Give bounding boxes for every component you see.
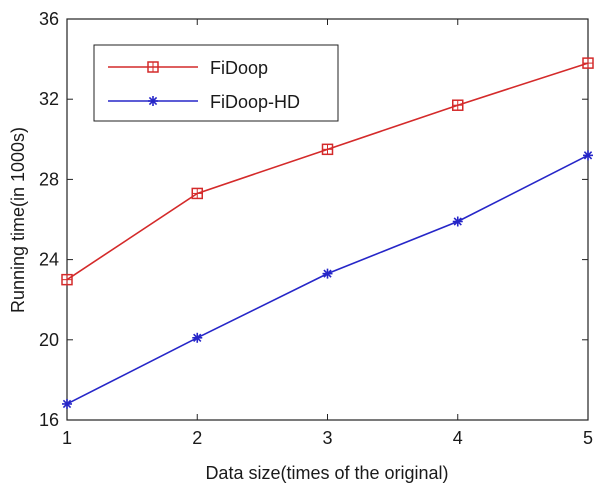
x-axis-label: Data size(times of the original)	[205, 463, 448, 483]
legend: FiDoop FiDoop-HD	[93, 44, 339, 122]
data-point-fidoop-hd	[322, 268, 333, 279]
data-point-fidoop-hd	[192, 332, 203, 343]
legend-label-fidoop: FiDoop	[210, 58, 268, 78]
data-point-fidoop-hd	[62, 398, 72, 409]
series-layer	[61, 57, 594, 409]
legend-box	[93, 44, 339, 122]
data-point-fidoop-hd	[452, 216, 463, 227]
data-point-fidoop	[321, 143, 334, 156]
y-tick-label: 16	[39, 410, 59, 430]
axis-ticks: 16 20 24 28 32 36 1 2 3 4 5	[39, 9, 593, 448]
legend-marker-fidoop	[147, 61, 159, 73]
x-tick-label: 1	[62, 428, 72, 448]
data-point-fidoop-hd-d2	[323, 269, 332, 278]
x-tick-label: 2	[192, 428, 202, 448]
data-point-fidoop-hd-d2	[62, 399, 72, 409]
data-point-fidoop	[61, 273, 73, 286]
data-point-fidoop-hd-d2	[453, 217, 462, 226]
y-tick-label: 28	[39, 169, 59, 189]
y-tick-label: 36	[39, 9, 59, 29]
data-point-fidoop	[452, 99, 464, 111]
y-axis-label: Running time(in 1000s)	[8, 127, 28, 313]
data-point-fidoop-hd	[583, 150, 593, 161]
y-tick-label: 20	[39, 330, 59, 350]
data-point-fidoop	[582, 57, 594, 69]
y-tick-label: 24	[39, 250, 59, 270]
series-line-fidoop-hd	[66, 154, 589, 405]
x-tick-label: 4	[453, 428, 463, 448]
x-tick-label: 3	[322, 428, 332, 448]
y-tick-label: 32	[39, 89, 59, 109]
data-point-fidoop	[191, 187, 203, 200]
legend-marker-fidoop-hd-d2	[148, 96, 158, 106]
legend-marker-fidoop-hd	[148, 96, 158, 106]
legend-label-fidoop-hd: FiDoop-HD	[210, 92, 300, 112]
x-tick-label: 5	[583, 428, 593, 448]
data-point-fidoop-hd-d2	[193, 333, 202, 342]
data-point-fidoop-hd-d2	[583, 151, 593, 160]
